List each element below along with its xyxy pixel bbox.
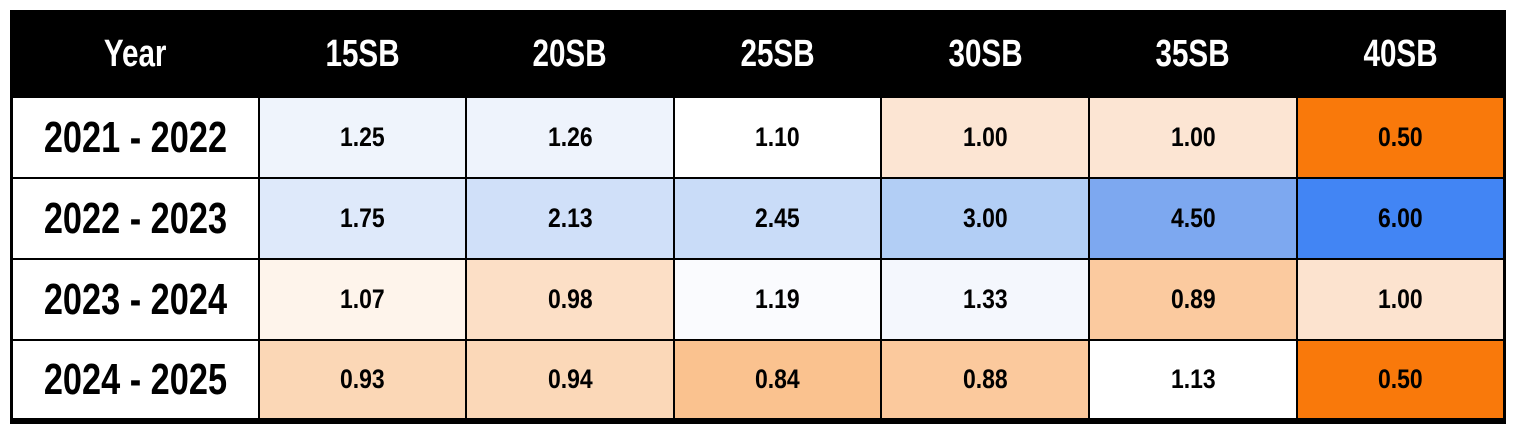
- value-cell: 0.93: [257, 339, 468, 422]
- value-cell: 0.98: [465, 258, 675, 341]
- row-label-text: 2024 - 2025: [43, 354, 227, 404]
- table-row: 2023 - 2024 1.07 0.98 1.19 1.33 0.89 1.0…: [10, 258, 1506, 341]
- column-header-25sb: 25SB: [672, 10, 883, 98]
- value-cell: 3.00: [880, 177, 1091, 260]
- value-cell: 4.50: [1088, 177, 1298, 260]
- value-cell: 1.26: [465, 96, 675, 179]
- cell-value: 1.33: [962, 284, 1008, 314]
- value-cell: 1.19: [672, 258, 883, 341]
- cell-value: 1.13: [1170, 364, 1216, 394]
- cell-value: 3.00: [962, 203, 1008, 233]
- row-label-2021-2022: 2021 - 2022: [10, 96, 260, 179]
- cell-value: 0.84: [755, 364, 800, 394]
- row-label-text: 2023 - 2024: [43, 274, 227, 324]
- row-label-2022-2023: 2022 - 2023: [10, 177, 260, 260]
- cell-value: 0.50: [1378, 122, 1423, 152]
- table-row: 2022 - 2023 1.75 2.13 2.45 3.00 4.50 6.0…: [10, 177, 1506, 260]
- column-header-40sb: 40SB: [1295, 10, 1506, 98]
- row-label-text: 2022 - 2023: [43, 193, 227, 243]
- column-header-label: Year: [103, 33, 167, 75]
- value-cell: 1.13: [1088, 339, 1298, 422]
- cell-value: 1.25: [339, 122, 385, 152]
- cell-value: 1.19: [755, 284, 800, 314]
- cell-value: 0.88: [962, 364, 1008, 394]
- column-header-label: 35SB: [1155, 33, 1231, 75]
- cell-value: 0.89: [1170, 284, 1216, 314]
- column-header-label: 25SB: [740, 33, 815, 75]
- cell-value: 2.45: [755, 203, 800, 233]
- column-header-15sb: 15SB: [257, 10, 468, 98]
- cell-value: 0.93: [339, 364, 385, 394]
- value-cell: 1.75: [257, 177, 468, 260]
- value-cell: 0.84: [672, 339, 883, 422]
- header-row: Year 15SB 20SB 25SB 30SB 35SB 40SB: [10, 10, 1506, 98]
- column-header-30sb: 30SB: [880, 10, 1091, 98]
- table-row: 2021 - 2022 1.25 1.26 1.10 1.00 1.00 0.5…: [10, 96, 1506, 179]
- value-cell: 0.89: [1088, 258, 1298, 341]
- column-header-label: 30SB: [948, 33, 1023, 75]
- cell-value: 1.26: [547, 122, 593, 152]
- value-cell: 1.10: [672, 96, 883, 179]
- cell-value: 1.75: [339, 203, 385, 233]
- column-header-20sb: 20SB: [465, 10, 675, 98]
- value-cell: 1.00: [880, 96, 1091, 179]
- cell-value: 1.00: [1170, 122, 1216, 152]
- cell-value: 1.07: [339, 284, 385, 314]
- cell-value: 0.98: [547, 284, 593, 314]
- value-cell: 1.00: [1088, 96, 1298, 179]
- value-cell: 0.94: [465, 339, 675, 422]
- cell-value: 1.00: [1378, 284, 1423, 314]
- value-cell: 0.50: [1295, 96, 1506, 179]
- row-label-text: 2021 - 2022: [43, 112, 227, 162]
- value-cell: 2.13: [465, 177, 675, 260]
- row-label-2024-2025: 2024 - 2025: [10, 339, 260, 422]
- heatmap-table: Year 15SB 20SB 25SB 30SB 35SB 40SB 2021 …: [10, 10, 1506, 424]
- value-cell: 2.45: [672, 177, 883, 260]
- column-header-label: 20SB: [532, 33, 608, 75]
- cell-value: 1.00: [962, 122, 1008, 152]
- column-header-35sb: 35SB: [1088, 10, 1298, 98]
- value-cell: 1.00: [1295, 258, 1506, 341]
- value-cell: 0.88: [880, 339, 1091, 422]
- row-label-2023-2024: 2023 - 2024: [10, 258, 260, 341]
- column-header-label: 40SB: [1363, 33, 1438, 75]
- table-row: 2024 - 2025 0.93 0.94 0.84 0.88 1.13 0.5…: [10, 339, 1506, 422]
- cell-value: 2.13: [547, 203, 593, 233]
- column-header-year: Year: [10, 10, 260, 98]
- cell-value: 4.50: [1170, 203, 1216, 233]
- cell-value: 6.00: [1378, 203, 1423, 233]
- cell-value: 0.50: [1378, 364, 1423, 394]
- value-cell: 0.50: [1295, 339, 1506, 422]
- cell-value: 0.94: [547, 364, 593, 394]
- cell-value: 1.10: [755, 122, 800, 152]
- column-header-label: 15SB: [325, 33, 400, 75]
- value-cell: 6.00: [1295, 177, 1506, 260]
- value-cell: 1.25: [257, 96, 468, 179]
- value-cell: 1.07: [257, 258, 468, 341]
- value-cell: 1.33: [880, 258, 1091, 341]
